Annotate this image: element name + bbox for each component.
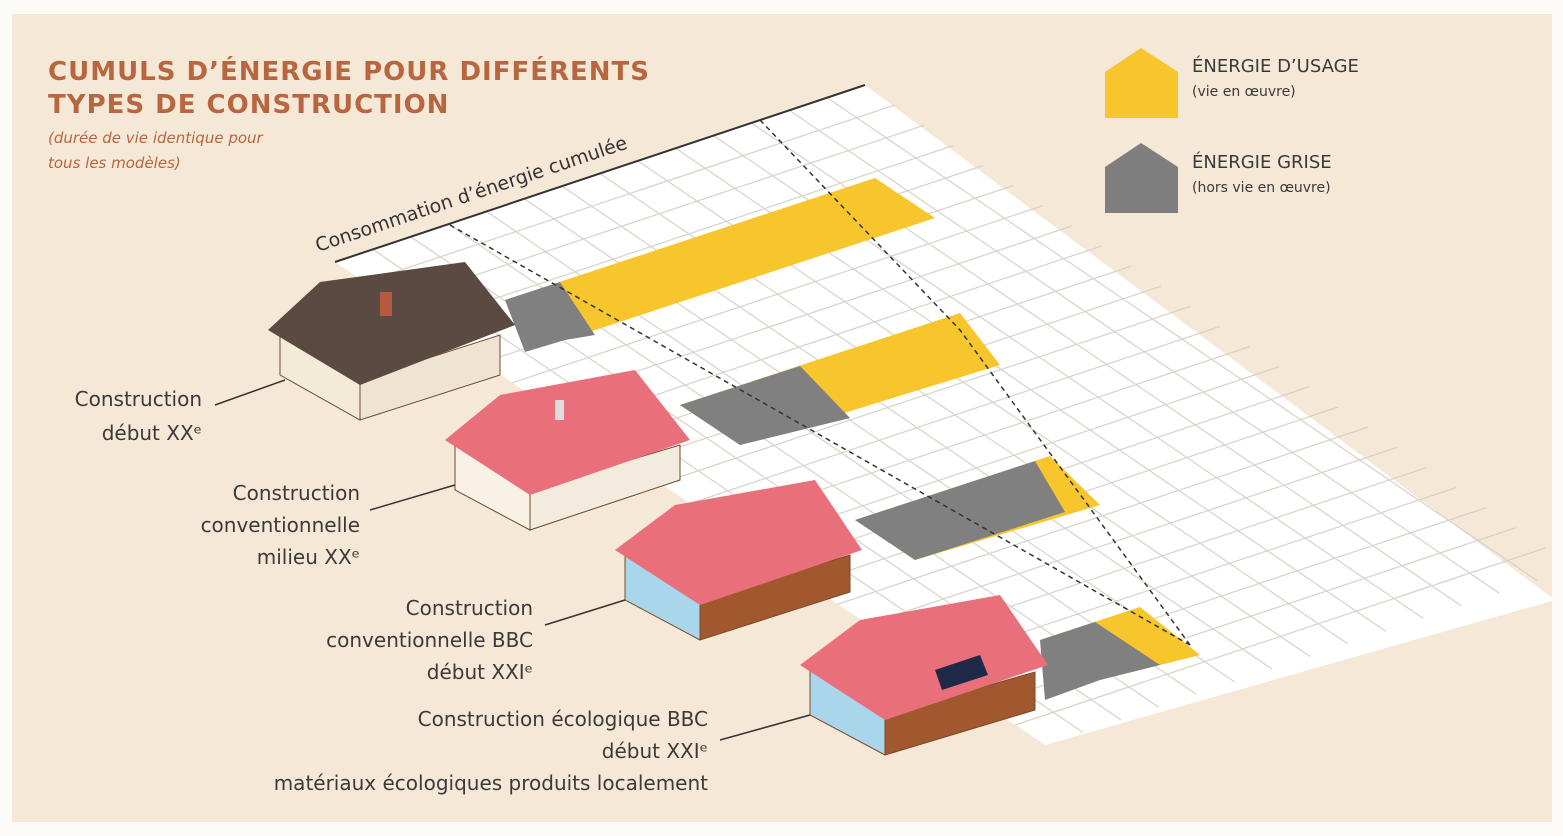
usage-bar <box>505 178 935 340</box>
legend-icon-usage <box>1105 48 1178 118</box>
subtitle-line: tous les modèles) <box>48 154 181 172</box>
construction-label: début XXIᵉ <box>602 739 708 763</box>
house <box>445 370 690 531</box>
grey-bar <box>505 282 595 352</box>
legend-note: (hors vie en œuvre) <box>1192 180 1331 196</box>
legend-note: (vie en œuvre) <box>1192 84 1296 100</box>
construction-label: Construction <box>406 596 533 620</box>
house <box>268 262 515 421</box>
construction-label: milieu XXᵉ <box>257 545 360 569</box>
construction-label: conventionnelle <box>201 513 360 537</box>
trend-line <box>449 224 1191 646</box>
construction-label: Construction <box>233 481 360 505</box>
construction-label: Construction <box>75 387 202 411</box>
construction-label: Construction écologique BBC <box>418 707 708 731</box>
grid-line <box>826 97 1538 582</box>
grey-bar <box>680 366 850 445</box>
construction-label: matériaux écologiques produits localemen… <box>274 771 708 795</box>
subtitle-line: (durée de vie identique pour <box>48 129 264 147</box>
legend-icon-grey <box>1105 143 1178 213</box>
grid-line <box>788 109 1500 594</box>
bars <box>505 178 1200 700</box>
construction-label: conventionnelle BBC <box>326 628 533 652</box>
title-line: CUMULS D’ÉNERGIE POUR DIFFÉRENTS <box>48 55 650 87</box>
house <box>800 595 1048 756</box>
legend-label: ÉNERGIE D’USAGE <box>1192 55 1359 77</box>
grey-bar <box>855 461 1065 560</box>
legend-label: ÉNERGIE GRISE <box>1192 151 1332 173</box>
construction-label: début XXᵉ <box>102 421 202 445</box>
axis-line <box>334 84 866 263</box>
construction-label: début XXIᵉ <box>427 660 533 684</box>
leader-lines <box>214 379 811 741</box>
trend-line <box>759 119 1191 646</box>
grey-bar <box>1040 622 1160 700</box>
title-line: TYPES DE CONSTRUCTION <box>48 90 449 120</box>
house <box>615 480 862 641</box>
